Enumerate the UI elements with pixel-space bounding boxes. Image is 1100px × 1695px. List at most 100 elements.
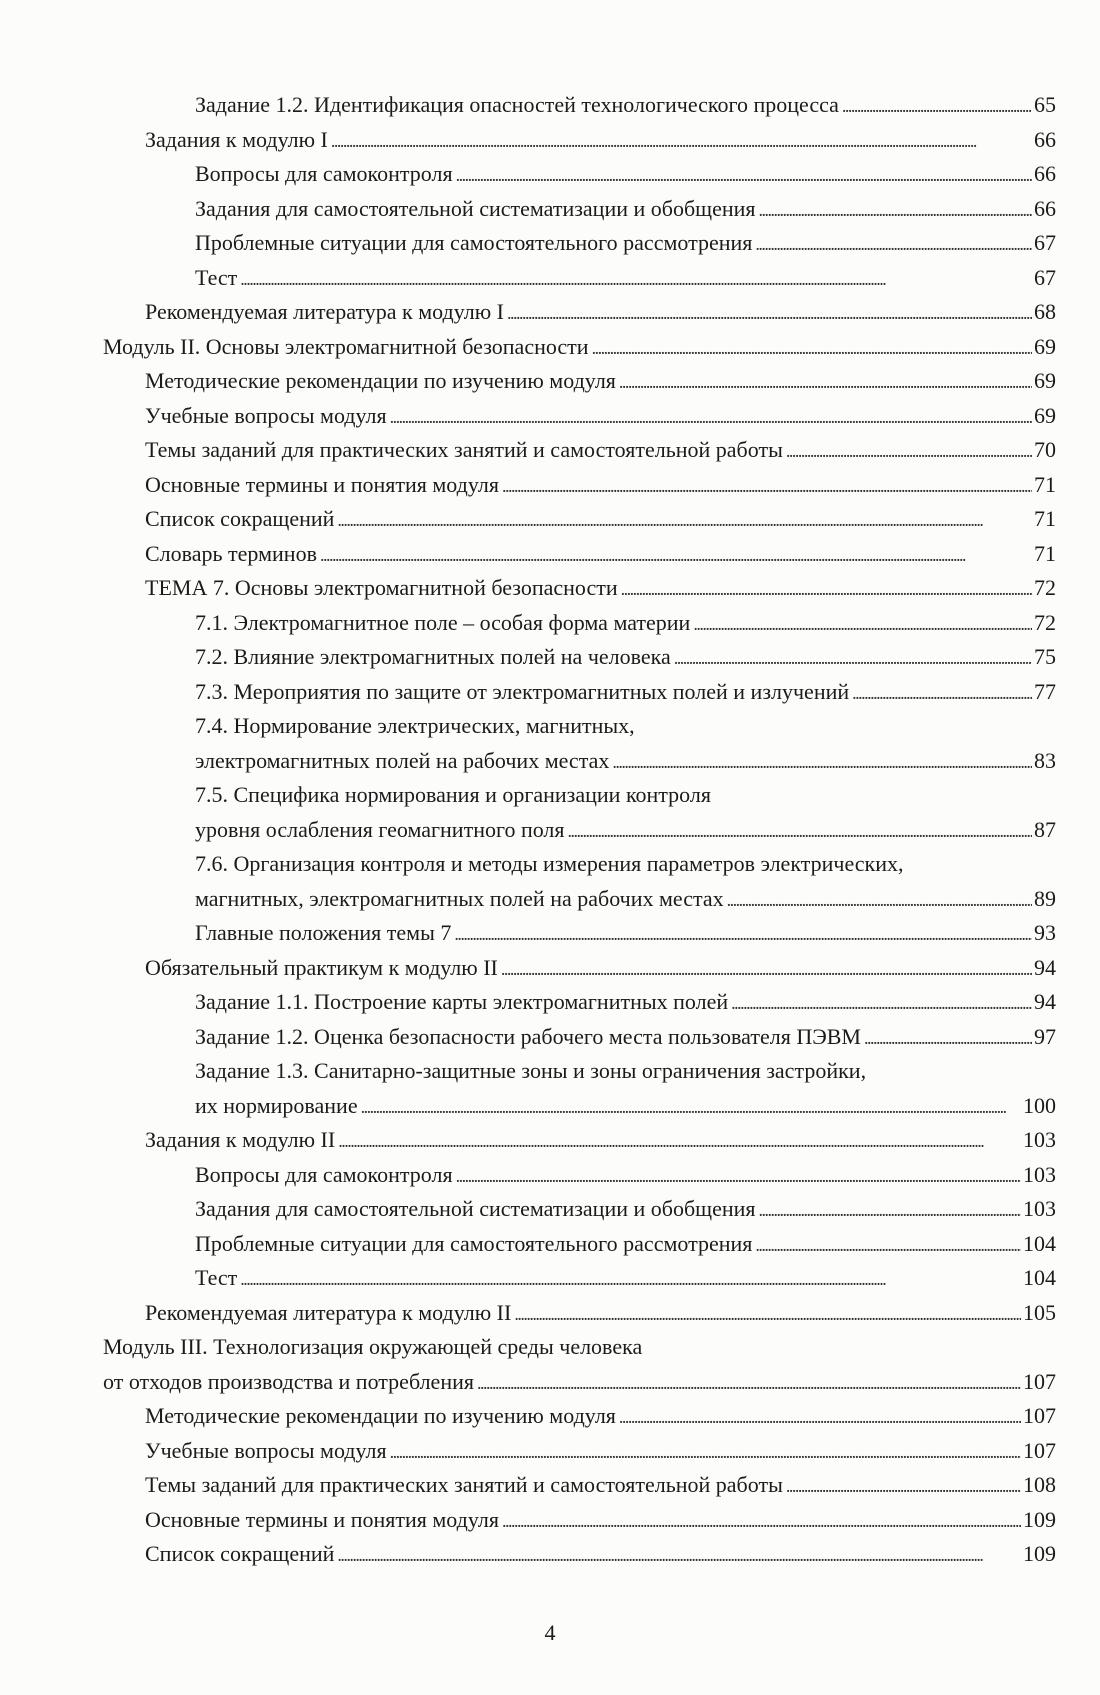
toc-page-number: 87 xyxy=(1032,812,1056,847)
dot-leader xyxy=(786,434,1032,469)
dot-leader xyxy=(338,1124,1021,1159)
toc-entry-title: Методические рекомендации по изучению мо… xyxy=(145,1399,619,1434)
dot-leader xyxy=(454,917,1032,952)
toc-page-number: 72 xyxy=(1032,571,1056,606)
dot-leader xyxy=(337,503,1032,538)
toc-entry: их нормирование 100 xyxy=(0,1088,1056,1123)
toc-entry-title: Задание 1.2. Идентификация опасностей те… xyxy=(195,88,842,123)
toc-page-number: 69 xyxy=(1032,398,1056,433)
toc-page-number: 68 xyxy=(1032,295,1056,330)
toc-entry-line: 7.5. Специфика нормирования и организаци… xyxy=(0,778,1056,813)
dot-leader xyxy=(337,1538,1021,1573)
toc-entry-title: 7.2. Влияние электромагнитных полей на ч… xyxy=(195,640,674,675)
dot-leader xyxy=(390,400,1032,435)
toc-page-number: 107 xyxy=(1021,1433,1056,1468)
toc-entry: Задание 1.1. Построение карты электромаг… xyxy=(0,985,1056,1020)
dot-leader xyxy=(755,227,1032,262)
toc-entry: Задания для самостоятельной систематизац… xyxy=(0,1192,1056,1227)
toc-entry-title: 7.1. Электромагнитное поле – особая форм… xyxy=(195,605,694,640)
toc-entry: Список сокращений 109 xyxy=(0,1537,1056,1572)
dot-leader xyxy=(759,1193,1021,1228)
toc-page-number: 75 xyxy=(1032,640,1056,675)
toc-entry: Методические рекомендации по изучению мо… xyxy=(0,1399,1056,1434)
toc-page-number: 109 xyxy=(1021,1502,1056,1537)
toc-entry: Проблемные ситуации для самостоятельного… xyxy=(0,226,1056,261)
toc-page-number: 65 xyxy=(1032,88,1056,123)
toc-entry: Методические рекомендации по изучению мо… xyxy=(0,364,1056,399)
toc-entry-title: Рекомендуемая литература к модулю I xyxy=(145,295,508,330)
toc-page-number: 94 xyxy=(1032,950,1056,985)
toc-entry-title: Тест xyxy=(195,1261,241,1296)
toc-entry: 7.1. Электромагнитное поле – особая форм… xyxy=(0,605,1056,640)
toc-entry-title: 7.4. Нормирование электрических, магнитн… xyxy=(195,709,638,744)
toc-entry: Задание 1.2. Оценка безопасности рабочег… xyxy=(0,1019,1056,1056)
toc-entry: Обязательный практикум к модулю II 94 xyxy=(0,950,1056,985)
toc-entry-title: Модуль II. Основы электромагнитной безоп… xyxy=(103,329,592,364)
toc-entry-title: электромагнитных полей на рабочих местах xyxy=(195,743,613,778)
toc-entry-title: Задания к модулю II xyxy=(145,1123,339,1158)
toc-entry-title: Задания для самостоятельной систематизац… xyxy=(195,1192,759,1227)
toc-entry-title: Учебные вопросы модуля xyxy=(145,1433,390,1468)
toc-page-number: 105 xyxy=(1021,1295,1056,1330)
toc-entry-title: Темы заданий для практических занятий и … xyxy=(145,433,786,468)
toc-page-number: 109 xyxy=(1021,1537,1056,1572)
dot-leader xyxy=(864,1021,1032,1056)
toc-page-number: 108 xyxy=(1021,1468,1056,1503)
toc-entry: Вопросы для самоконтроля 103 xyxy=(0,1157,1056,1194)
dot-leader xyxy=(331,124,1032,159)
toc-page-number: 66 xyxy=(1032,122,1056,157)
toc-entry-title: Задание 1.1. Построение карты электромаг… xyxy=(195,985,732,1020)
dot-leader xyxy=(786,1469,1021,1504)
dot-leader xyxy=(320,538,1032,573)
toc-page-number: 66 xyxy=(1032,191,1056,226)
dot-leader xyxy=(612,745,1032,780)
dot-leader xyxy=(502,1504,1021,1539)
toc-entry: Модуль II. Основы электромагнитной безоп… xyxy=(0,329,1056,366)
toc-entry-title: ТЕМА 7. Основы электромагнитной безопасн… xyxy=(145,571,621,606)
toc-entry-title: Словарь терминов xyxy=(145,536,320,571)
toc-entry: Тест 67 xyxy=(0,260,1056,297)
dot-leader xyxy=(755,1228,1021,1263)
dot-leader xyxy=(240,262,1032,297)
toc-entry: ТЕМА 7. Основы электромагнитной безопасн… xyxy=(0,571,1056,606)
toc-entry-title: Обязательный практикум к модулю II xyxy=(145,950,501,985)
dot-leader xyxy=(456,1159,1021,1194)
toc-page-number: 71 xyxy=(1032,467,1056,502)
toc-entry-title: Задания для самостоятельной систематизац… xyxy=(195,191,759,226)
toc-entry-title: Основные термины и понятия модуля xyxy=(145,1502,502,1537)
dot-leader xyxy=(842,89,1032,124)
toc-page-number: 72 xyxy=(1032,605,1056,640)
toc-page-number: 66 xyxy=(1032,157,1056,192)
toc-page-number: 107 xyxy=(1021,1399,1056,1434)
toc-entry-title: магнитных, электромагнитных полей на раб… xyxy=(195,881,727,916)
toc-entry-title: уровня ослабления геомагнитного поля xyxy=(195,812,568,847)
toc-page-number: 100 xyxy=(1021,1088,1056,1123)
dot-leader xyxy=(731,986,1032,1021)
toc-entry-title: Задание 1.3. Санитарно-защитные зоны и з… xyxy=(195,1054,870,1089)
toc-entry: Основные термины и понятия модуля 109 xyxy=(0,1502,1056,1539)
dot-leader xyxy=(621,572,1032,607)
dot-leader xyxy=(568,814,1032,849)
toc-entry-title: Основные термины и понятия модуля xyxy=(145,467,502,502)
dot-leader xyxy=(477,1366,1021,1401)
toc-entry-title: Главные положения темы 7 xyxy=(195,916,455,951)
dot-leader xyxy=(240,1262,1021,1297)
toc-entry: Учебные вопросы модуля 69 xyxy=(0,398,1056,435)
toc-entry-title: от отходов производства и потребления xyxy=(103,1364,477,1399)
dot-leader xyxy=(592,331,1032,366)
toc-entry-title: Список сокращений xyxy=(145,1537,338,1572)
toc-entry: Учебные вопросы модуля 107 xyxy=(0,1433,1056,1468)
toc-entry: Задания для самостоятельной систематизац… xyxy=(0,191,1056,226)
toc-page-number: 103 xyxy=(1021,1192,1056,1227)
toc-page-number: 71 xyxy=(1032,536,1056,571)
dot-leader xyxy=(727,883,1032,918)
toc-entry-title: Задания к модулю I xyxy=(145,122,331,157)
toc-entry-title: Тест xyxy=(195,260,241,295)
toc-entry-title: Рекомендуемая литература к модулю II xyxy=(145,1295,515,1330)
toc-page-number: 104 xyxy=(1021,1226,1056,1261)
toc-entry: Проблемные ситуации для самостоятельного… xyxy=(0,1226,1056,1263)
dot-leader xyxy=(514,1297,1021,1332)
toc-entry-title: Учебные вопросы модуля xyxy=(145,398,390,433)
toc-entry: Рекомендуемая литература к модулю I 68 xyxy=(0,295,1056,330)
toc-entry: магнитных, электромагнитных полей на раб… xyxy=(0,881,1056,918)
